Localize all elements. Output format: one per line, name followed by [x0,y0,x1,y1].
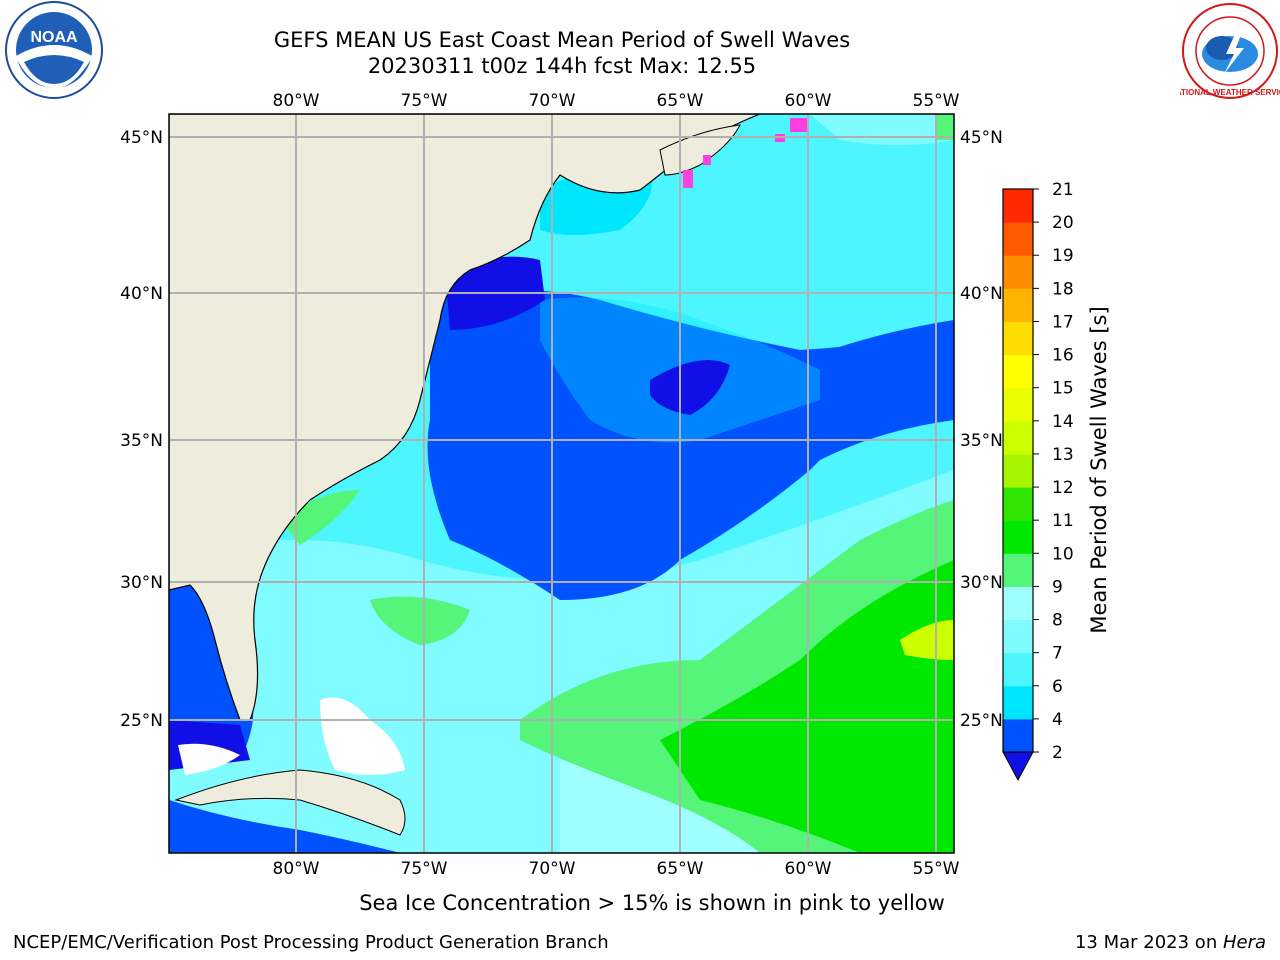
colorbar-segment [1003,222,1033,256]
sea-ice-note: Sea Ice Concentration > 15% is shown in … [359,891,945,915]
colorbar-segment [1003,652,1033,687]
lon-label-bottom: 75°W [401,859,448,879]
swell-period-field [169,114,954,853]
footer-date: 13 Mar 2023 on Hera [1075,932,1266,953]
lat-label-left: 30°N [120,573,163,593]
lat-label-right: 35°N [960,431,1003,451]
colorbar-tick-label: 7 [1052,644,1063,664]
lon-label-top: 70°W [529,91,576,111]
lon-label-top: 80°W [273,91,320,111]
colorbar-tick-label: 18 [1052,279,1074,299]
map-frame [168,113,955,854]
colorbar-label: Mean Period of Swell Waves [s] [1087,306,1111,633]
lat-labels-right: 45°N 40°N 35°N 30°N 25°N [960,128,1003,731]
lon-label-top: 65°W [657,91,704,111]
lat-label-right: 25°N [960,711,1003,731]
footer-credit: NCEP/EMC/Verification Post Processing Pr… [13,932,609,953]
colorbar-tick-label: 19 [1052,246,1074,266]
lat-label-left: 45°N [120,128,163,148]
lat-label-left: 25°N [120,711,163,731]
colorbar-segment [1003,487,1033,521]
colorbar-frame [1002,188,1034,753]
nws-logo-text: NATIONAL WEATHER SERVICE [1180,88,1280,97]
noaa-logo-text: NOAA [30,29,78,46]
colorbar-segment [1003,619,1033,654]
lon-label-bottom: 65°W [657,859,704,879]
lon-label-bottom: 80°W [273,859,320,879]
lon-label-bottom: 70°W [529,859,576,879]
colorbar-tick-label: 11 [1052,511,1074,531]
chart-subtitle: 20230311 t00z 144h fcst Max: 12.55 [367,54,757,78]
colorbar-tick-label: 16 [1052,346,1074,366]
colorbar-tick-label: 2 [1052,743,1063,763]
colorbar-tick-label: 13 [1052,445,1074,465]
noaa-logo: NOAA [2,0,106,104]
colorbar-segment [1003,189,1033,223]
colorbar-segment [1003,586,1033,621]
colorbar-segment [1003,255,1033,289]
footer-date-text: 13 Mar 2023 on [1074,932,1223,953]
colorbar-segment [1003,288,1033,322]
colorbar-segment [1003,718,1033,753]
lon-label-bottom: 60°W [785,859,832,879]
colorbar-tick-label: 12 [1052,478,1074,498]
colorbar-tick-label: 6 [1052,677,1063,697]
colorbar-segment [1003,420,1033,455]
colorbar-segment [1003,553,1033,587]
colorbar-segment [1003,354,1033,389]
lon-label-bottom: 55°W [913,859,960,879]
colorbar-segment [1003,453,1033,488]
colorbar-segment [1003,685,1033,720]
nws-logo: NATIONAL WEATHER SERVICE [1170,2,1280,104]
chart-title: GEFS MEAN US East Coast Mean Period of S… [273,28,851,52]
colorbar-segment [1003,321,1033,356]
lat-label-left: 40°N [120,284,163,304]
footer-host: Hera [1222,932,1266,953]
colorbar: 2 4 6 7 8 9 10 11 12 13 14 15 16 17 18 19 20 21 [1002,180,1074,782]
lon-label-top: 60°W [785,91,832,111]
lat-label-left: 35°N [120,431,163,451]
lat-label-right: 45°N [960,128,1003,148]
lat-label-right: 40°N [960,284,1003,304]
lon-label-top: 55°W [913,91,960,111]
colorbar-tick-label: 17 [1052,312,1074,332]
colorbar-tick-label: 10 [1052,544,1074,564]
colorbar-segment [1003,387,1033,422]
lat-label-right: 30°N [960,573,1003,593]
colorbar-tick-label: 14 [1052,412,1074,432]
map-gridlines [169,114,954,853]
lon-label-top: 75°W [401,91,448,111]
lon-labels-top: 80°W 75°W 70°W 65°W 60°W 55°W [273,91,960,111]
colorbar-tick-label: 21 [1052,180,1074,200]
colorbar-segment [1003,520,1033,554]
colorbar-tick-label: 8 [1052,611,1063,631]
colorbar-tick-label: 4 [1052,710,1063,730]
colorbar-tick-label: 15 [1052,379,1074,399]
colorbar-under-arrow [1002,751,1034,782]
colorbar-tick-label: 20 [1052,213,1074,233]
colorbar-tick-label: 9 [1052,577,1063,597]
lat-labels-left: 45°N 40°N 35°N 30°N 25°N [120,128,163,731]
lon-labels-bottom: 80°W 75°W 70°W 65°W 60°W 55°W [273,859,960,879]
